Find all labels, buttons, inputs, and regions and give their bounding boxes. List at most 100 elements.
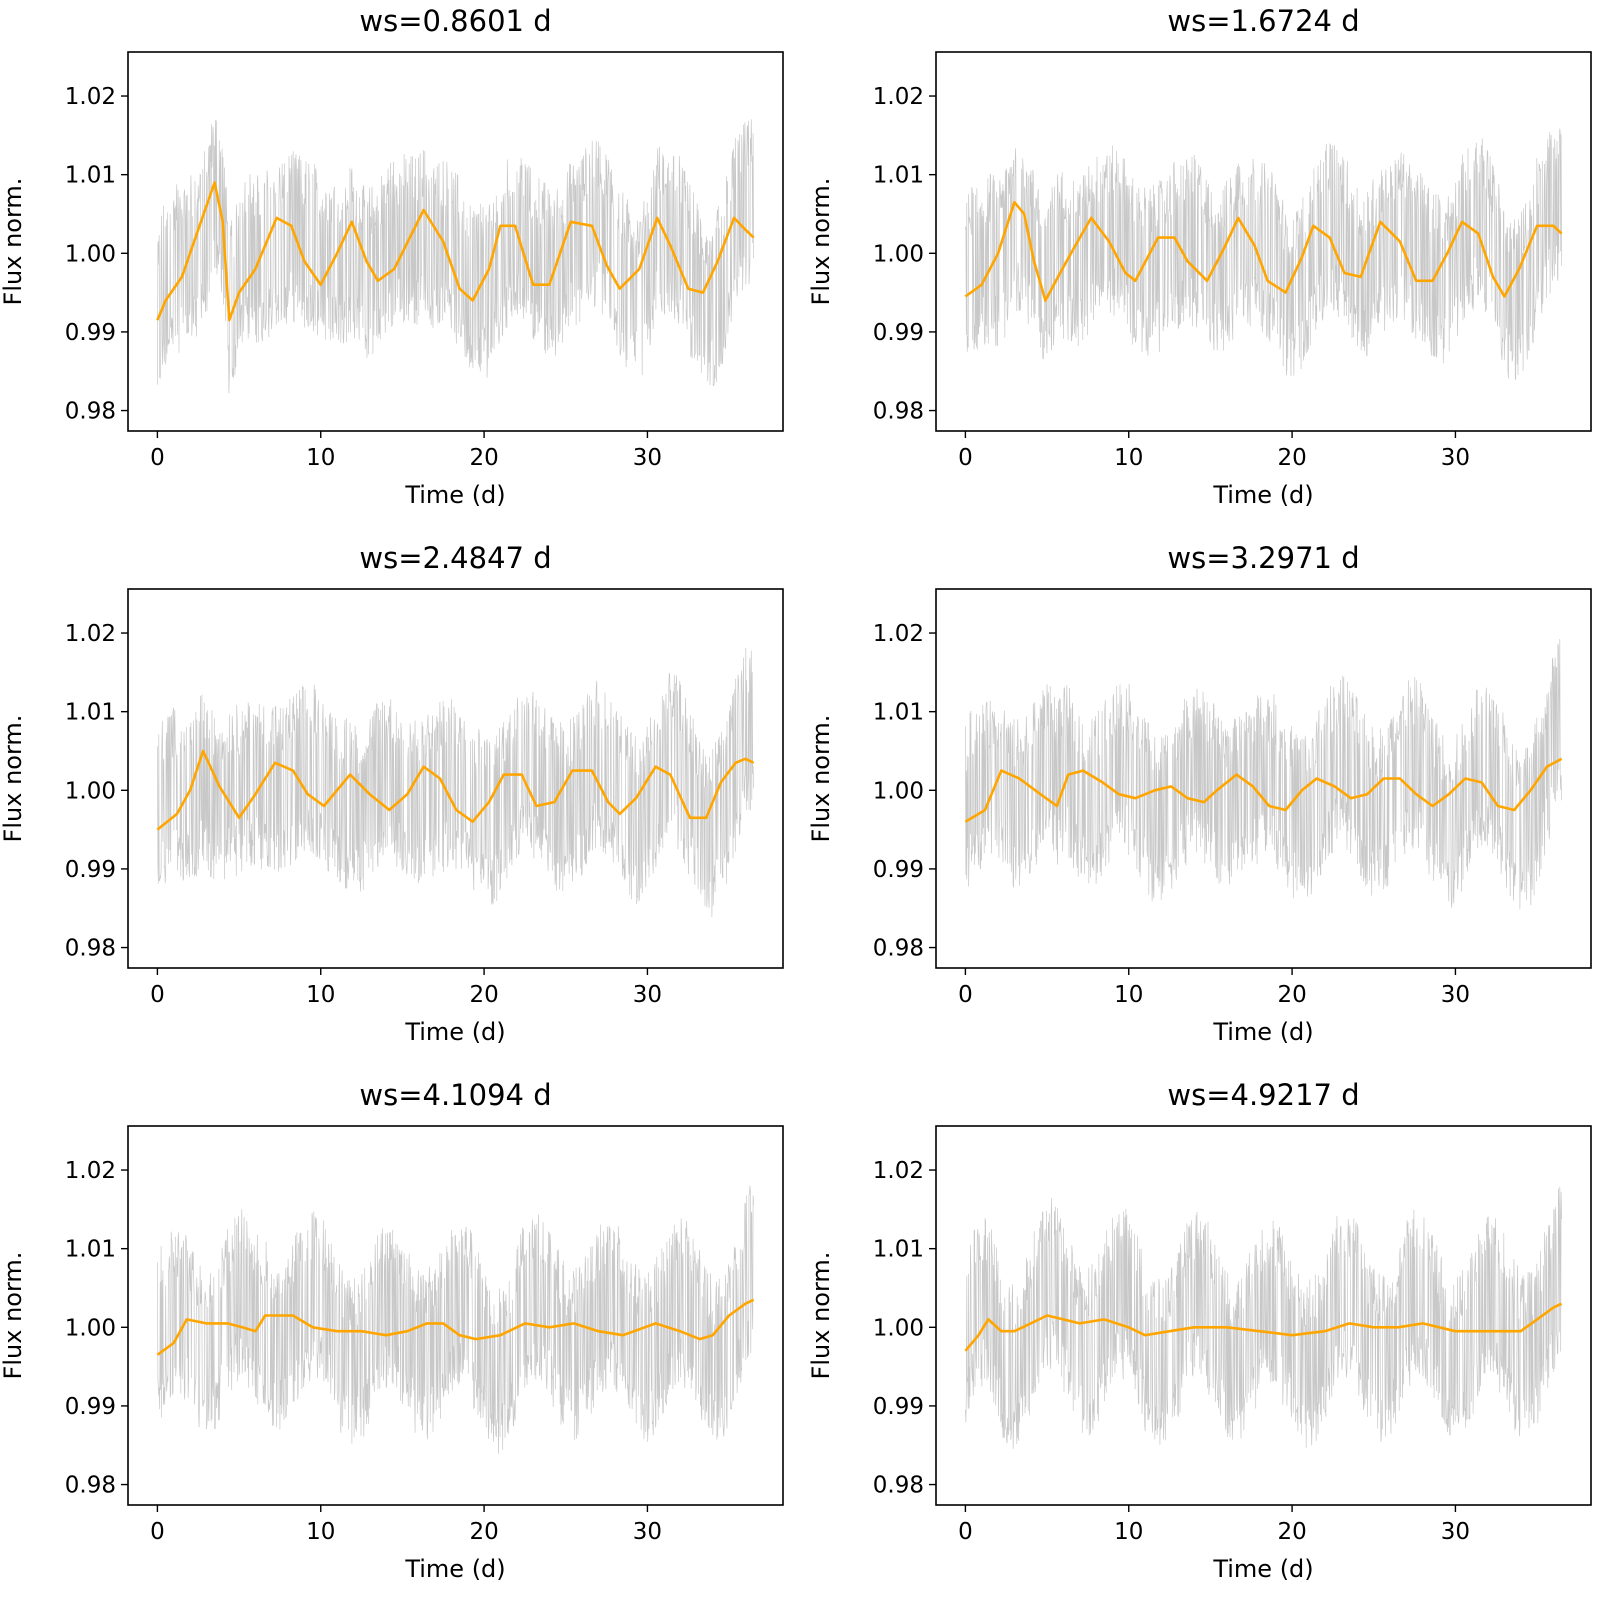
x-axis-label: Time (d) [404, 481, 505, 509]
x-tick-label: 30 [1441, 445, 1470, 471]
raw-flux-series [157, 647, 754, 918]
y-tick-label: 0.98 [873, 399, 924, 425]
y-tick-label: 1.02 [873, 84, 924, 110]
chart-panel: ws=0.8601 d 0 10 20 30 0.98 0.99 1.00 1.01 1.02 Ti… [0, 4, 784, 509]
plot-frame [127, 1125, 784, 1506]
x-tick-label: 30 [633, 445, 662, 471]
plot-area [156, 119, 755, 394]
x-tick-label: 0 [150, 445, 165, 471]
x-tick-label: 30 [1441, 1519, 1470, 1545]
y-tick-label: 1.02 [873, 621, 924, 647]
y-tick-label: 1.01 [873, 163, 924, 189]
smoothed-flux-series [964, 1302, 1563, 1352]
y-tick-label: 1.00 [873, 241, 924, 267]
y-tick-label: 1.02 [873, 1158, 924, 1184]
plot-area [964, 638, 1563, 910]
x-tick-label: 0 [958, 445, 973, 471]
plot-frame [127, 51, 784, 432]
x-tick-label: 0 [150, 1519, 165, 1545]
plot-area [156, 647, 755, 918]
x-tick-label: 0 [958, 1519, 973, 1545]
y-tick-label: 1.00 [65, 778, 116, 804]
plot-area [964, 128, 1563, 380]
x-tick-label: 10 [306, 1519, 335, 1545]
x-axis-label: Time (d) [404, 1555, 505, 1583]
y-tick-label: 1.01 [873, 700, 924, 726]
chart-title: ws=4.1094 d [359, 1078, 551, 1112]
x-tick-label: 10 [306, 445, 335, 471]
y-tick-label: 1.00 [65, 1315, 116, 1341]
y-tick-label: 1.01 [873, 1237, 924, 1263]
plot-area [964, 1186, 1563, 1449]
y-tick-label: 0.98 [65, 936, 116, 962]
y-tick-label: 0.98 [873, 1473, 924, 1499]
chart-panel: ws=4.1094 d 0 10 20 30 0.98 0.99 1.00 1.01 1.02 Ti… [0, 1078, 784, 1583]
y-tick-label: 1.02 [65, 621, 116, 647]
x-tick-label: 20 [1277, 1519, 1306, 1545]
chart-panel: ws=1.6724 d 0 10 20 30 0.98 0.99 1.00 1.01 1.02 Ti… [807, 4, 1592, 509]
chart-title: ws=1.6724 d [1167, 4, 1359, 38]
y-tick-label: 1.02 [65, 84, 116, 110]
x-tick-label: 10 [306, 982, 335, 1008]
y-tick-label: 1.00 [873, 1315, 924, 1341]
smoothed-flux-series [964, 757, 1563, 823]
y-tick-label: 0.98 [65, 399, 116, 425]
plot-area [156, 1185, 755, 1454]
x-tick-label: 20 [469, 1519, 498, 1545]
chart-title: ws=0.8601 d [359, 4, 551, 38]
y-tick-label: 1.01 [65, 1237, 116, 1263]
x-tick-label: 10 [1114, 445, 1143, 471]
raw-flux-series [157, 119, 754, 394]
chart-title: ws=2.4847 d [359, 541, 551, 575]
y-tick-label: 1.00 [873, 778, 924, 804]
y-tick-label: 0.99 [65, 857, 116, 883]
x-axis-label: Time (d) [1212, 1555, 1313, 1583]
smoothed-flux-series [156, 181, 755, 322]
smoothed-flux-series [156, 1298, 755, 1356]
chart-panel: ws=4.9217 d 0 10 20 30 0.98 0.99 1.00 1.01 1.02 Ti… [807, 1078, 1592, 1583]
raw-flux-series [965, 1186, 1562, 1449]
chart-title: ws=4.9217 d [1167, 1078, 1359, 1112]
y-axis-label: Flux norm. [0, 1252, 27, 1380]
y-axis-label: Flux norm. [0, 178, 27, 306]
y-tick-label: 0.99 [873, 320, 924, 346]
x-tick-label: 10 [1114, 982, 1143, 1008]
y-tick-label: 1.00 [65, 241, 116, 267]
y-axis-label: Flux norm. [807, 1252, 835, 1380]
y-axis-label: Flux norm. [0, 715, 27, 843]
smoothed-flux-series [964, 200, 1563, 302]
x-tick-label: 10 [1114, 1519, 1143, 1545]
raw-flux-series [157, 1185, 754, 1454]
y-tick-label: 0.99 [873, 1394, 924, 1420]
chart-title: ws=3.2971 d [1167, 541, 1359, 575]
y-tick-label: 0.99 [65, 320, 116, 346]
y-tick-label: 0.98 [65, 1473, 116, 1499]
x-tick-label: 30 [633, 1519, 662, 1545]
plot-frame [935, 1125, 1592, 1506]
y-tick-label: 0.98 [873, 936, 924, 962]
x-tick-label: 0 [958, 982, 973, 1008]
x-axis-label: Time (d) [1212, 1018, 1313, 1046]
y-axis-label: Flux norm. [807, 178, 835, 306]
x-tick-label: 20 [1277, 982, 1306, 1008]
raw-flux-series [965, 638, 1562, 910]
y-tick-label: 1.02 [65, 1158, 116, 1184]
plot-frame [935, 588, 1592, 969]
x-tick-label: 20 [1277, 445, 1306, 471]
chart-panel: ws=3.2971 d 0 10 20 30 0.98 0.99 1.00 1.01 1.02 Ti… [807, 541, 1592, 1046]
x-tick-label: 30 [633, 982, 662, 1008]
x-tick-label: 20 [469, 982, 498, 1008]
plot-frame [935, 51, 1592, 432]
y-tick-label: 0.99 [65, 1394, 116, 1420]
chart-panel: ws=2.4847 d 0 10 20 30 0.98 0.99 1.00 1.01 1.02 Ti… [0, 541, 784, 1046]
x-tick-label: 20 [469, 445, 498, 471]
x-axis-label: Time (d) [1212, 481, 1313, 509]
x-tick-label: 0 [150, 982, 165, 1008]
x-tick-label: 30 [1441, 982, 1470, 1008]
smoothed-flux-series [156, 749, 755, 831]
raw-flux-series [965, 128, 1562, 380]
x-axis-label: Time (d) [404, 1018, 505, 1046]
y-axis-label: Flux norm. [807, 715, 835, 843]
y-tick-label: 0.99 [873, 857, 924, 883]
